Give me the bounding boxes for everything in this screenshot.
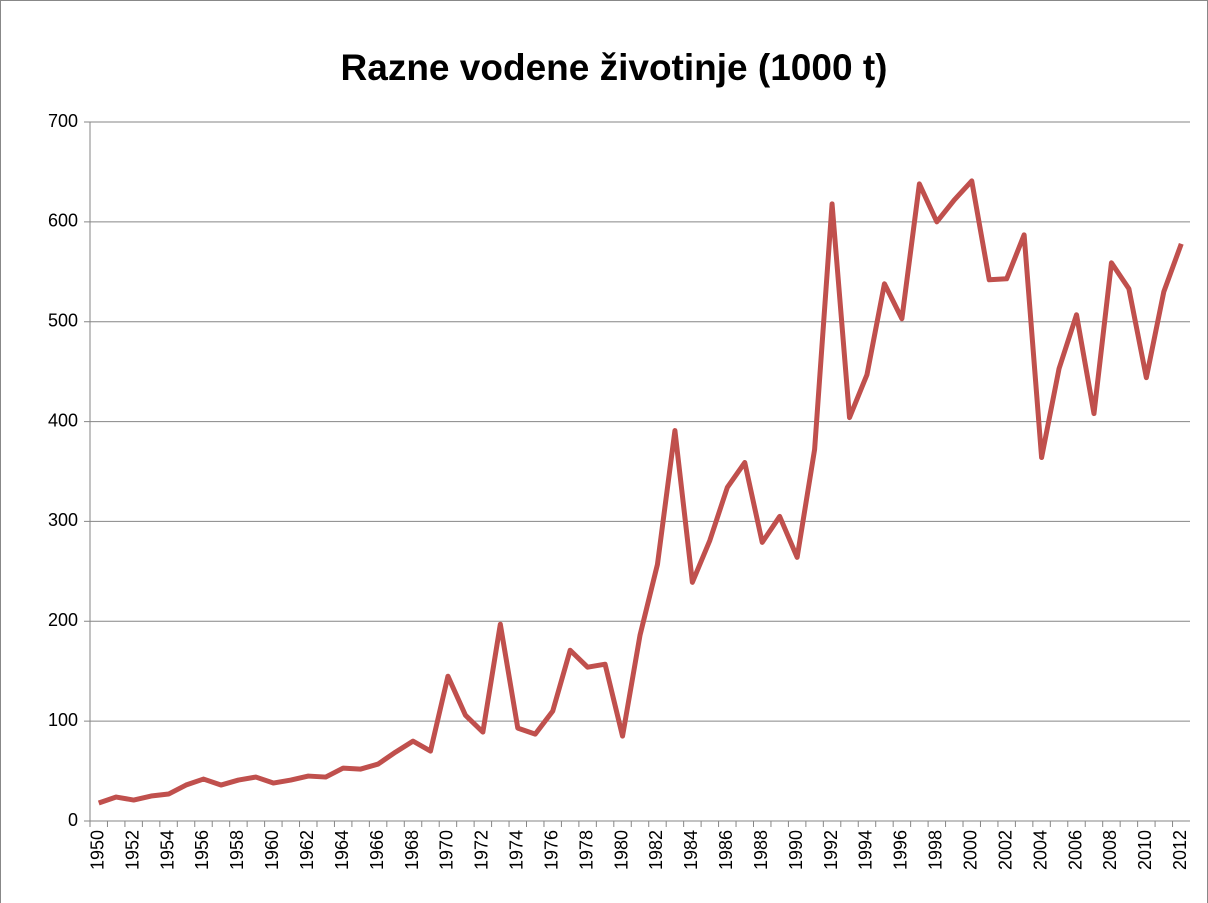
x-tick-label: 2000 [960, 830, 980, 870]
x-tick-label: 1956 [192, 830, 212, 870]
y-tick-label: 200 [48, 610, 78, 630]
x-tick-label: 1978 [576, 830, 596, 870]
x-tick-label: 1972 [472, 830, 492, 870]
line-series [97, 178, 1184, 806]
x-tick-label: 1950 [87, 830, 107, 870]
y-tick-label: 400 [48, 410, 78, 430]
x-tick-label: 2012 [1170, 830, 1190, 870]
x-tick-label: 1964 [332, 830, 352, 870]
y-tick-label: 500 [48, 310, 78, 330]
y-tick-label: 600 [48, 211, 78, 231]
x-tick-label: 1998 [926, 830, 946, 870]
x-tick-label: 1974 [507, 830, 527, 870]
x-tick-label: 1976 [541, 830, 561, 870]
y-tick-label: 300 [48, 510, 78, 530]
x-tick-label: 1980 [611, 830, 631, 870]
x-tick-label: 1992 [821, 830, 841, 870]
x-tick-label: 2002 [995, 830, 1015, 870]
x-tick-label: 1966 [367, 830, 387, 870]
y-tick-label: 100 [48, 710, 78, 730]
x-tick-label: 2006 [1065, 830, 1085, 870]
x-tick-label: 1990 [786, 830, 806, 870]
x-tick-label: 1968 [402, 830, 422, 870]
x-tick-label: 1962 [297, 830, 317, 870]
x-tick-label: 2004 [1030, 830, 1050, 870]
x-tick-label: 1952 [122, 830, 142, 870]
y-tick-label: 0 [68, 810, 78, 830]
x-tick-label: 1960 [262, 830, 282, 870]
x-tick-label: 1970 [437, 830, 457, 870]
x-tick-label: 1984 [681, 830, 701, 870]
x-tick-label: 1986 [716, 830, 736, 870]
x-tick-label: 1994 [856, 830, 876, 870]
x-tick-label: 2008 [1100, 830, 1120, 870]
x-tick-label: 1954 [157, 830, 177, 870]
chart-title: Razne vodene životinje (1000 t) [341, 47, 888, 88]
x-tick-label: 1996 [891, 830, 911, 870]
x-tick-label: 1988 [751, 830, 771, 870]
y-tick-label: 700 [48, 111, 78, 131]
x-tick-label: 1982 [646, 830, 666, 870]
x-tick-label: 2010 [1135, 830, 1155, 870]
x-tick-label: 1958 [227, 830, 247, 870]
